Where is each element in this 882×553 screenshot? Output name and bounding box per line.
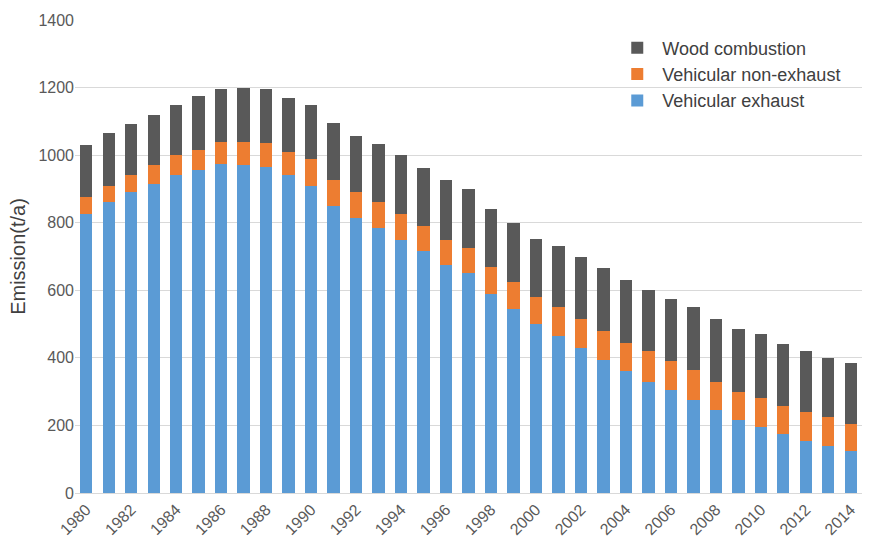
svg-text:1994: 1994: [372, 501, 409, 538]
svg-text:1980: 1980: [57, 501, 94, 538]
svg-text:Vehicular non-exhaust: Vehicular non-exhaust: [662, 65, 840, 85]
svg-text:0: 0: [65, 485, 74, 502]
svg-text:1990: 1990: [282, 501, 319, 538]
svg-text:Vehicular exhaust: Vehicular exhaust: [662, 91, 804, 111]
svg-text:1988: 1988: [237, 501, 274, 538]
svg-text:Emission(t/a): Emission(t/a): [7, 198, 29, 315]
svg-text:1200: 1200: [38, 79, 74, 96]
svg-text:1000: 1000: [38, 147, 74, 164]
svg-text:2014: 2014: [821, 501, 858, 538]
svg-text:2012: 2012: [776, 501, 813, 538]
svg-text:2006: 2006: [641, 501, 678, 538]
svg-text:1984: 1984: [147, 501, 184, 538]
svg-text:1998: 1998: [462, 501, 499, 538]
svg-text:1996: 1996: [417, 501, 454, 538]
svg-text:800: 800: [47, 214, 74, 231]
svg-text:1982: 1982: [102, 501, 139, 538]
svg-text:200: 200: [47, 417, 74, 434]
svg-text:1992: 1992: [327, 501, 364, 538]
svg-text:2004: 2004: [596, 501, 633, 538]
svg-text:2000: 2000: [507, 501, 544, 538]
svg-text:1986: 1986: [192, 501, 229, 538]
svg-text:2008: 2008: [686, 501, 723, 538]
svg-text:Wood combustion: Wood combustion: [662, 39, 806, 59]
svg-text:2002: 2002: [552, 501, 589, 538]
svg-text:600: 600: [47, 282, 74, 299]
svg-text:2010: 2010: [731, 501, 768, 538]
svg-text:1400: 1400: [38, 12, 74, 29]
svg-text:400: 400: [47, 349, 74, 366]
